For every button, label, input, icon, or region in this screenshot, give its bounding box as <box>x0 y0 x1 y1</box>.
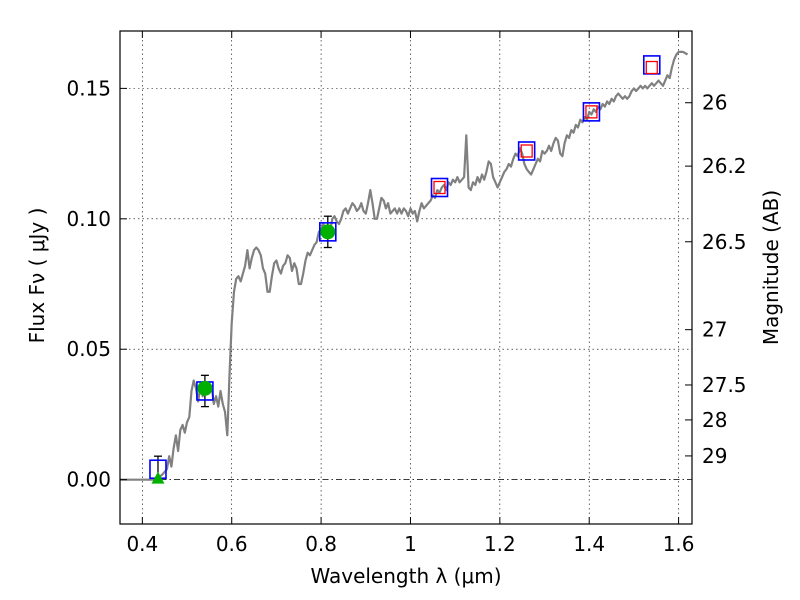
red-square-marker <box>645 60 658 75</box>
y2-tick-label: 29 <box>702 444 727 468</box>
green-circle-marker <box>197 380 213 396</box>
green-circle-marker <box>320 224 336 240</box>
data-markers <box>149 55 661 484</box>
red-square-marker <box>520 144 533 158</box>
red-square-marker <box>433 180 446 195</box>
x-tick-label: 1 <box>404 532 417 556</box>
model-spectrum-line <box>120 50 689 481</box>
y-tick-label: 0.05 <box>66 337 111 361</box>
blue-square-marker <box>430 177 449 198</box>
x-axis-label: Wavelength λ (μm) <box>310 564 501 588</box>
x-tick-label: 1.4 <box>573 532 605 556</box>
plot-frame <box>119 30 693 525</box>
x-axis-ticks: 0.4 0.6 0.8 1 1.2 1.4 1.6 <box>126 31 695 556</box>
y-axis-ticks: 0.00 0.05 0.10 0.15 <box>66 76 127 492</box>
x-tick-label: 0.6 <box>216 532 248 556</box>
y2-tick-label: 27 <box>702 318 727 342</box>
y2-tick-label: 26.2 <box>702 154 747 178</box>
y2-axis-label: Magnitude (AB) <box>759 190 783 345</box>
red-square-marker <box>585 105 598 119</box>
y-tick-label: 0.00 <box>66 468 111 492</box>
y-tick-label: 0.10 <box>66 207 111 231</box>
blue-square-marker <box>582 102 601 122</box>
y2-tick-label: 27.5 <box>702 373 747 397</box>
green-triangle-marker <box>151 471 165 484</box>
x-tick-label: 1.6 <box>663 532 695 556</box>
y2-tick-label: 28 <box>702 408 727 432</box>
grid-lines <box>120 31 692 524</box>
y2-tick-label: 26.5 <box>702 230 747 254</box>
y2-tick-label: 26 <box>702 91 727 115</box>
x-tick-label: 0.4 <box>126 532 158 556</box>
blue-square-marker <box>517 141 536 161</box>
x-tick-label: 0.8 <box>305 532 337 556</box>
y2-axis-ticks: 26 26.2 26.5 27 27.5 28 29 <box>685 91 747 468</box>
x-tick-label: 1.2 <box>484 532 516 556</box>
y-axis-label: Flux Fν ( μJy ) <box>25 208 49 344</box>
y-tick-label: 0.15 <box>66 76 111 100</box>
blue-square-marker <box>318 222 337 242</box>
